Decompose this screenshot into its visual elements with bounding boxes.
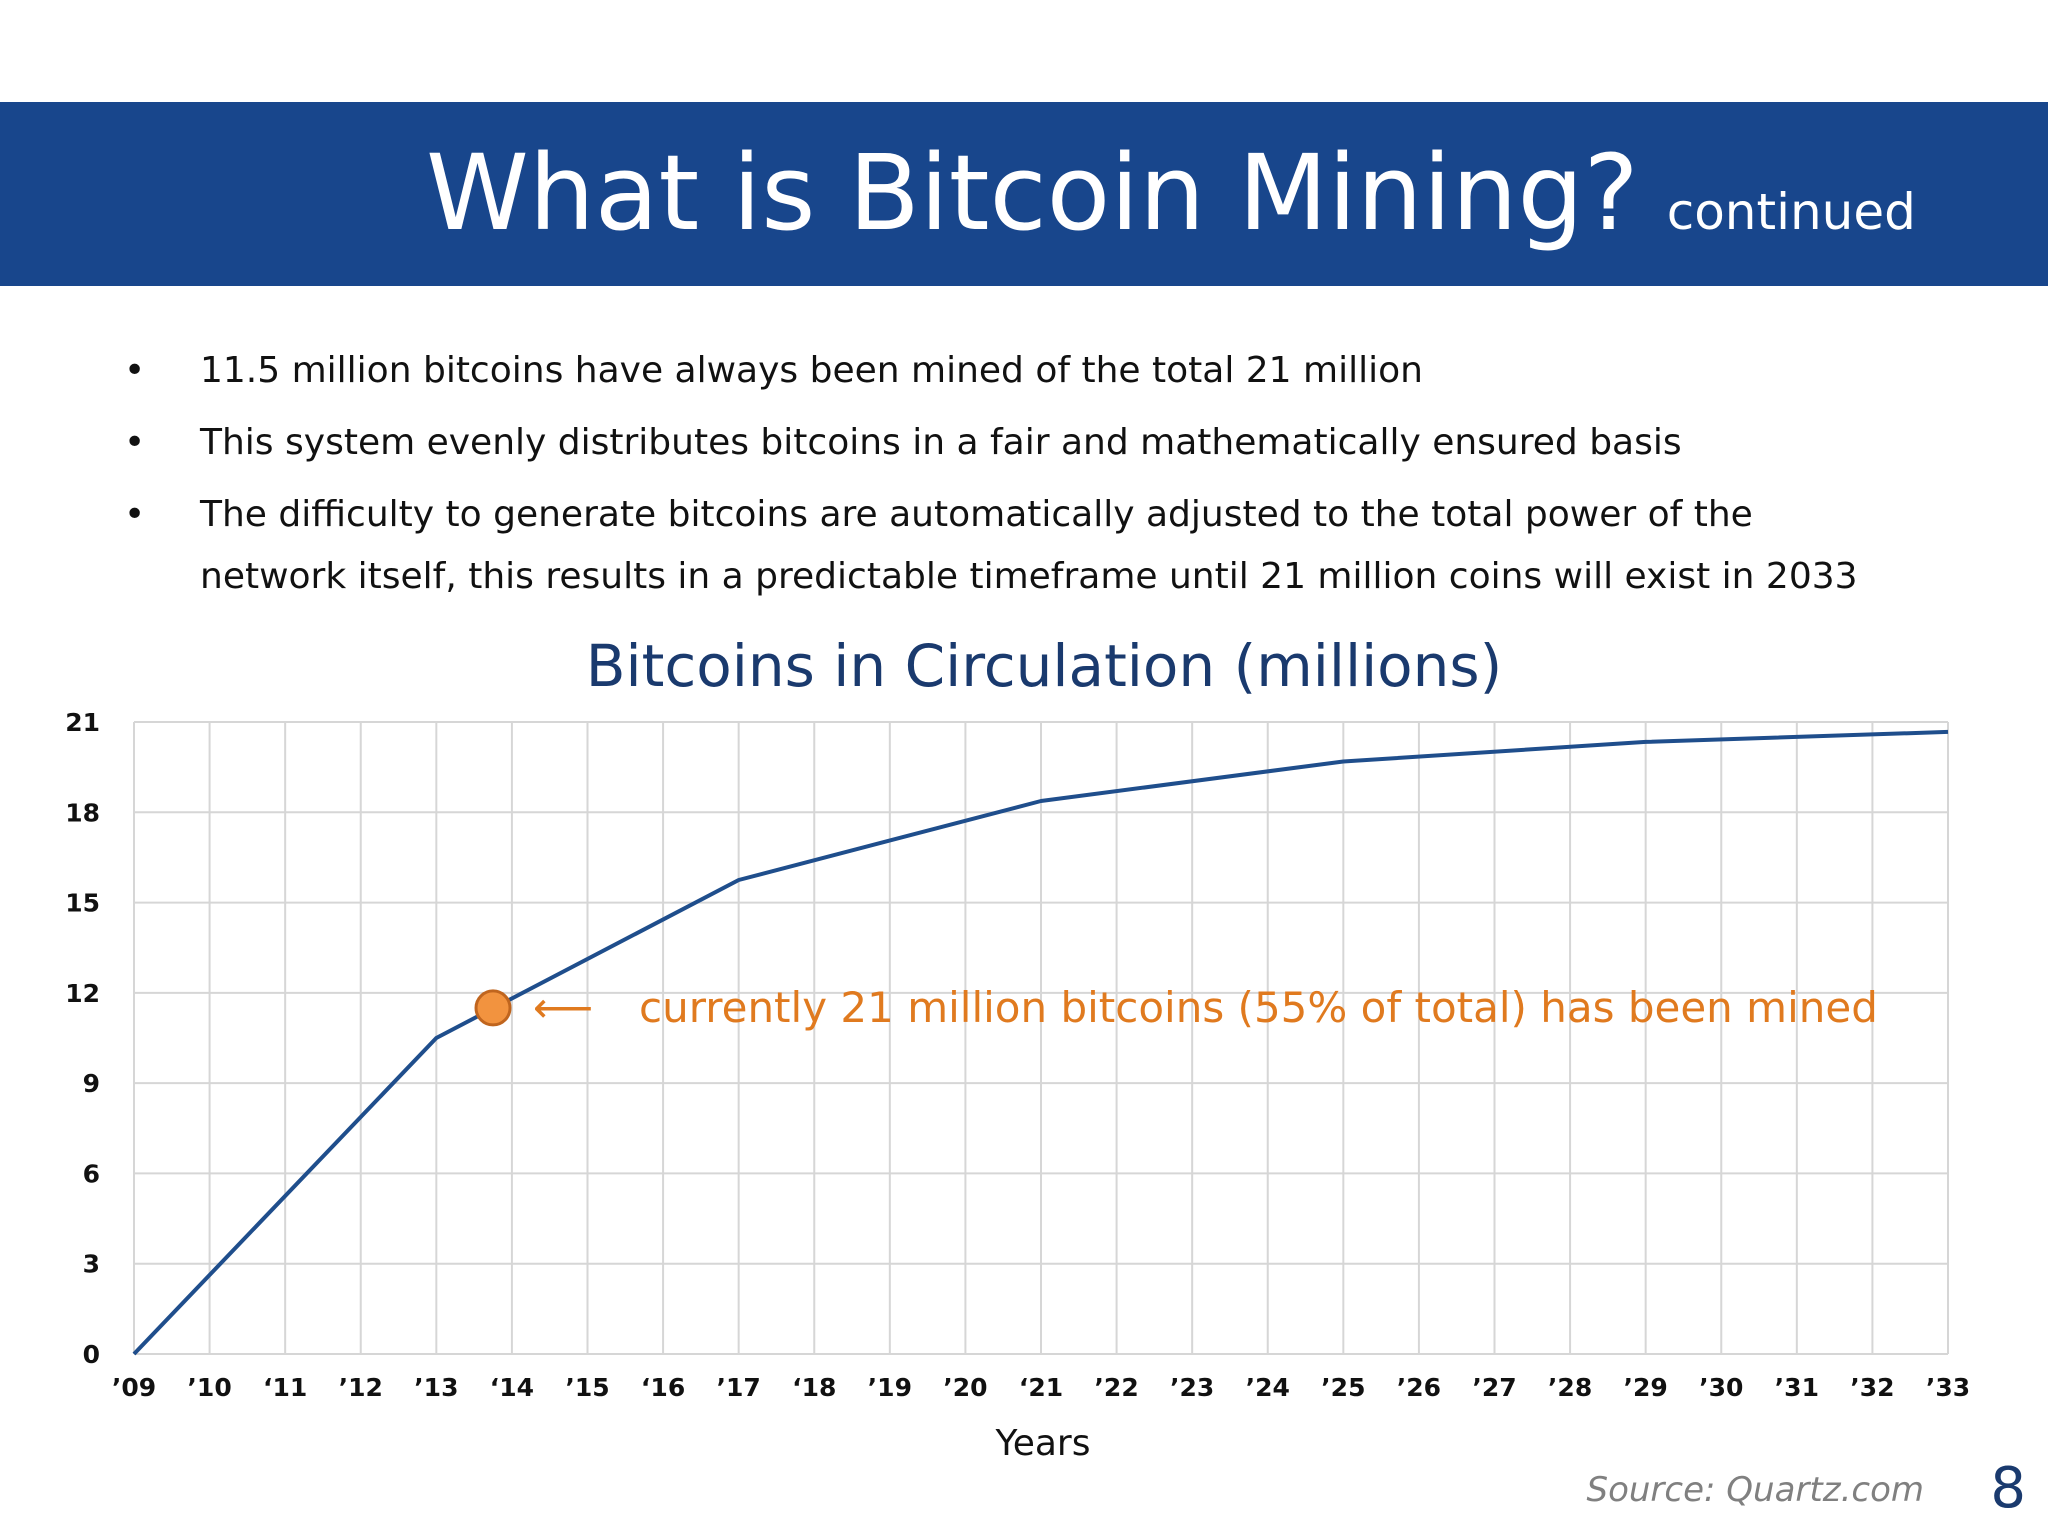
y-tick-label: 15: [65, 889, 100, 918]
x-tick-label: ’12: [339, 1373, 383, 1402]
x-axis-ticks: ’09 ’10 ‘11 ’12 ’13 ‘14 ’15 ‘16 ’17 ‘18 ’19 ’20 ‘21 ’…: [112, 1373, 1970, 1402]
x-tick-label: ’33: [1926, 1373, 1970, 1402]
y-tick-label: 21: [65, 708, 100, 737]
x-tick-label: ‘14: [490, 1373, 534, 1402]
x-tick-label: ’19: [868, 1373, 912, 1402]
bullet-marker: •: [124, 422, 146, 463]
y-axis-ticks: 0 3 6 9 12 15 18 21: [65, 708, 100, 1369]
x-tick-label: ’26: [1397, 1373, 1441, 1402]
x-axis-label: Years: [995, 1423, 1091, 1464]
y-tick-label: 3: [83, 1250, 100, 1279]
source-credit: Source: Quartz.com: [1586, 1470, 1924, 1510]
y-tick-label: 6: [83, 1159, 100, 1188]
x-tick-label: ‘11: [263, 1373, 307, 1402]
annotation-text: currently 21 million bitcoins (55% of to…: [639, 983, 1878, 1032]
chart-series: [132, 729, 1949, 1356]
x-tick-label: ’20: [943, 1373, 987, 1402]
slide-title: What is Bitcoin Mining? continued: [426, 128, 1916, 277]
title-bar: [0, 102, 2048, 286]
x-tick-label: ’22: [1094, 1373, 1138, 1402]
x-tick-label: ‘21: [1019, 1373, 1063, 1402]
bullet-item: • The difficulty to generate bitcoins ar…: [124, 484, 1880, 608]
bullet-text: 11.5 million bitcoins have always been m…: [200, 350, 1423, 391]
bullet-marker: •: [124, 494, 146, 535]
series-line: [132, 729, 1949, 1356]
bullet-marker: •: [124, 350, 146, 391]
x-tick-label: ‘18: [792, 1373, 836, 1402]
x-tick-label: ’23: [1170, 1373, 1214, 1402]
x-tick-label: ’17: [717, 1373, 761, 1402]
bullet-item: • 11.5 million bitcoins have always been…: [124, 340, 1880, 402]
slide-title-text: What is Bitcoin Mining?: [426, 132, 1639, 254]
bullet-text: The difficulty to generate bitcoins are …: [200, 494, 1858, 597]
y-tick-label: 12: [65, 979, 100, 1008]
chart-title: Bitcoins in Circulation (millions): [585, 632, 1503, 700]
x-tick-label: ’30: [1699, 1373, 1743, 1402]
x-tick-label: ’15: [565, 1373, 609, 1402]
x-tick-label: ’28: [1548, 1373, 1592, 1402]
x-tick-label: ’31: [1775, 1373, 1819, 1402]
chart-grid: [133, 721, 1949, 1355]
x-tick-label: ’27: [1472, 1373, 1516, 1402]
x-tick-label: ’29: [1624, 1373, 1668, 1402]
x-tick-label: ’32: [1850, 1373, 1894, 1402]
chart-annotation: ⟵ currently 21 million bitcoins (55% of t…: [474, 983, 1878, 1032]
y-tick-label: 0: [83, 1340, 100, 1369]
y-tick-label: 18: [65, 798, 100, 827]
x-tick-label: ’13: [414, 1373, 458, 1402]
bullet-item: • This system evenly distributes bitcoin…: [124, 412, 1880, 474]
y-tick-label: 9: [83, 1069, 100, 1098]
x-tick-label: ’25: [1321, 1373, 1365, 1402]
x-tick-label: ’09: [112, 1373, 156, 1402]
slide-subtitle: continued: [1666, 183, 1916, 241]
page-number: 8: [1990, 1456, 2026, 1521]
bullet-text: This system evenly distributes bitcoins …: [200, 422, 1682, 463]
annotation-arrow: ⟵: [533, 983, 593, 1032]
current-supply-marker: [474, 989, 512, 1027]
x-tick-label: ’24: [1246, 1373, 1290, 1402]
x-tick-label: ’10: [187, 1373, 231, 1402]
x-tick-label: ‘16: [641, 1373, 685, 1402]
